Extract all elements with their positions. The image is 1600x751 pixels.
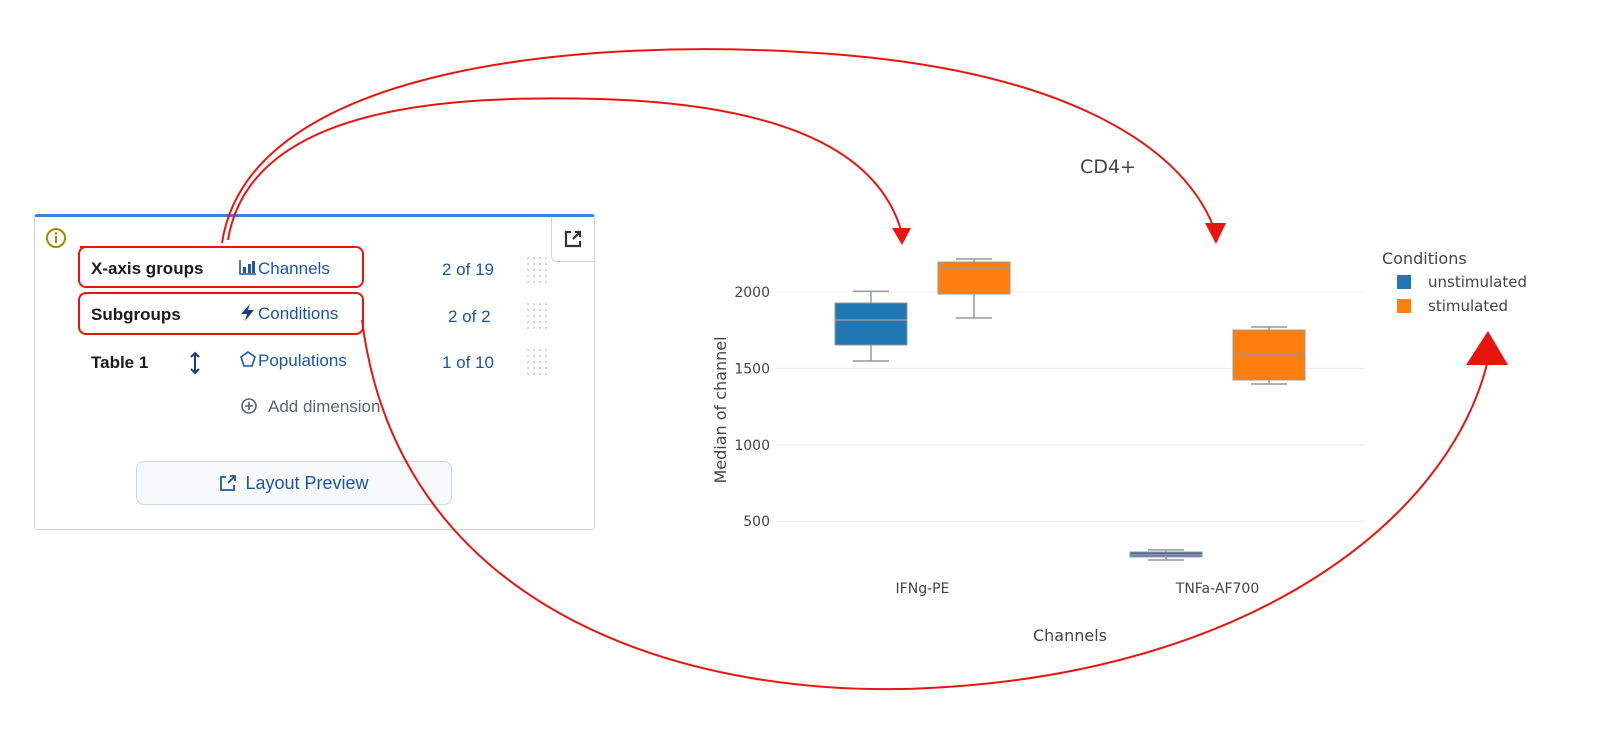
- y-tick-label: 500: [743, 514, 770, 530]
- row-label: Table 1: [91, 353, 149, 372]
- legend-label: stimulated: [1428, 297, 1508, 315]
- legend-label: unstimulated: [1428, 273, 1527, 291]
- y-tick-label: 1000: [734, 438, 770, 454]
- drag-handle[interactable]: [525, 255, 547, 283]
- dimension-name: Populations: [258, 351, 347, 370]
- dimension-link[interactable]: Populations: [238, 350, 347, 371]
- legend-swatch: [1397, 299, 1411, 313]
- box: [937, 261, 1011, 295]
- legend-swatch: [1397, 275, 1411, 289]
- x-tick-label: TNFa-AF700: [1175, 581, 1259, 597]
- x-axis-title: Channels: [1033, 626, 1107, 645]
- add-dimension[interactable]: Add dimension: [240, 397, 380, 417]
- box: [1232, 329, 1306, 381]
- info-icon[interactable]: [45, 227, 67, 249]
- y-tick-label: 1500: [734, 361, 770, 377]
- legend-title: Conditions: [1382, 249, 1467, 268]
- y-axis-title: Median of channel: [711, 336, 730, 483]
- add-dimension-text: Add dimension: [268, 397, 381, 416]
- chart-title: CD4+: [1080, 156, 1136, 178]
- row-count: 2 of 19: [442, 260, 494, 279]
- layout-preview-text: Layout Preview: [245, 472, 369, 493]
- x-tick-label: IFNg-PE: [896, 581, 950, 597]
- box: [834, 302, 908, 346]
- swap-icon[interactable]: [188, 351, 202, 375]
- y-tick-label: 2000: [734, 285, 770, 301]
